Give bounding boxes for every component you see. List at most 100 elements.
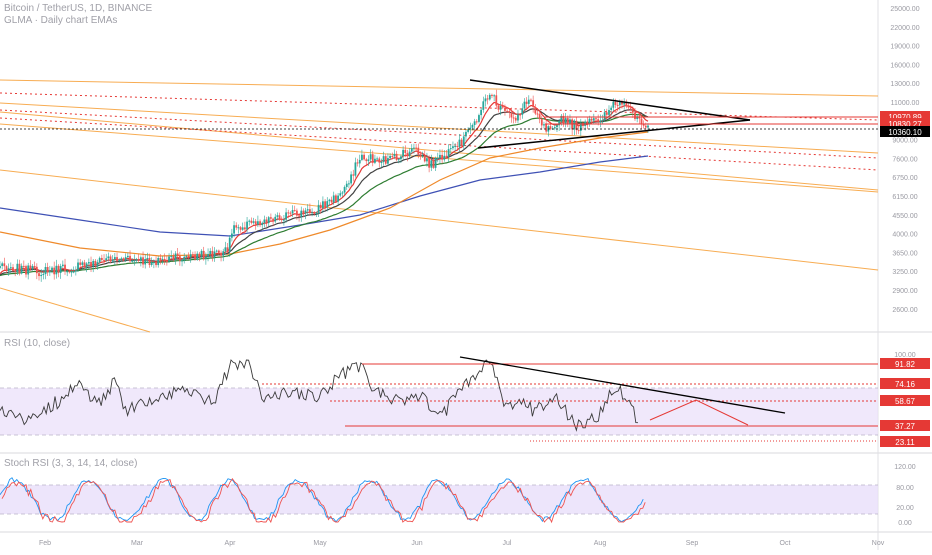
candle-body (473, 121, 476, 126)
candle-body (263, 219, 266, 223)
candle-body (55, 265, 58, 275)
candle-body (204, 256, 207, 259)
candle-body (618, 101, 621, 106)
price-axis-tick: 11000.00 (891, 100, 920, 107)
rsi-level-label: 58.67 (895, 397, 916, 406)
candle-body (35, 266, 38, 274)
stoch-band (0, 485, 878, 514)
candle-body (315, 212, 318, 214)
study-title: GLMA · Daily chart EMAs (4, 15, 118, 26)
candle-body (337, 195, 339, 202)
candle-body (324, 201, 326, 208)
price-label-bg (880, 111, 930, 122)
candle-body (0, 265, 1, 268)
candle-body (105, 258, 108, 261)
candle-body (454, 146, 457, 148)
candle-body (70, 271, 73, 273)
candle-body (415, 147, 418, 149)
candle-body (621, 101, 623, 105)
rsi-level-label: 23.11 (895, 438, 915, 447)
candle-body (449, 148, 452, 150)
candle-body (536, 113, 539, 115)
candle-body (222, 251, 225, 256)
candle-body (397, 159, 400, 161)
candle-body (3, 263, 6, 267)
candle-body (612, 101, 615, 108)
candle-body (116, 257, 118, 261)
candle-body (165, 261, 168, 263)
time-axis-tick: Jun (411, 540, 422, 547)
price-axis-tick: 7600.00 (892, 156, 917, 163)
candle-body (1, 263, 4, 266)
candle-body (471, 125, 474, 128)
price-axis-tick: 22000.00 (890, 25, 919, 32)
candle-body (285, 212, 287, 220)
candle-body (103, 259, 105, 261)
candle-body (356, 162, 359, 164)
candle-body (126, 255, 129, 258)
candle-body (246, 221, 248, 230)
candle-body (274, 216, 277, 222)
candle-body (196, 253, 199, 260)
candle-body (81, 262, 84, 265)
ema-long-blue-line (0, 155, 649, 237)
candle-body (504, 107, 506, 111)
candle-body (514, 117, 517, 121)
candle-body (616, 104, 619, 106)
candle-body (493, 95, 496, 97)
candle-body (445, 155, 448, 157)
candle-body (283, 219, 285, 221)
candle-body (146, 257, 149, 260)
candle-body (447, 149, 450, 157)
candle-body (31, 265, 34, 270)
candle-body (270, 217, 272, 219)
candle-body (560, 115, 563, 121)
candle-body (579, 123, 582, 131)
candle-body (228, 237, 231, 252)
price-label-bg (880, 126, 930, 137)
rsi-level-label: 37.27 (895, 422, 916, 431)
candle-body (480, 109, 483, 116)
candle-body (601, 119, 604, 121)
candle-body (265, 219, 268, 224)
candle-body (519, 114, 522, 116)
candle-body (40, 274, 43, 277)
candle-body (605, 112, 608, 115)
rsi-level-label-bg (880, 395, 930, 406)
candle-body (348, 183, 350, 185)
candle-body (393, 153, 396, 157)
candle-body (135, 258, 138, 261)
candle-body (194, 254, 196, 260)
price-axis-tick: 19000.00 (890, 44, 919, 51)
candle-body (543, 124, 545, 126)
candle-body (7, 268, 10, 272)
candle-body (358, 159, 361, 164)
candle-body (306, 209, 309, 211)
candle-body (330, 199, 333, 203)
stoch-axis-tick: 0.00 (898, 520, 912, 527)
candle-body (276, 215, 279, 217)
candle-body (309, 209, 311, 214)
candle-body (92, 260, 95, 267)
trend-line (0, 169, 879, 271)
candle-body (250, 220, 253, 223)
candle-body (16, 263, 19, 272)
candle-body (272, 218, 274, 222)
candle-body (226, 247, 229, 252)
candle-body (9, 267, 12, 269)
price-axis-tick: 25000.00 (890, 6, 919, 13)
candle-body (248, 220, 251, 222)
candle-body (109, 256, 112, 262)
candle-body (495, 95, 498, 106)
candle-body (213, 251, 216, 258)
rsi-level-label-bg (880, 358, 930, 369)
candle-body (629, 107, 632, 109)
candle-body (185, 255, 188, 257)
price-axis-tick: 13000.00 (890, 81, 919, 88)
stoch-axis-tick: 80.00 (896, 485, 914, 492)
candle-body (335, 195, 337, 202)
candle-body (491, 94, 493, 96)
candle-body (400, 156, 402, 160)
candle-body (640, 118, 643, 124)
